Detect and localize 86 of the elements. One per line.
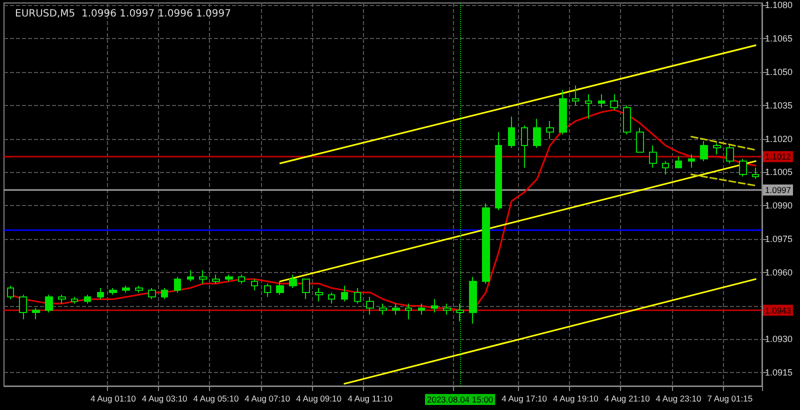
candlestick bbox=[726, 145, 734, 164]
y-tick-label: 1.1050 bbox=[765, 67, 793, 78]
y-tick-label: 1.0915 bbox=[765, 368, 793, 378]
candlestick bbox=[482, 202, 490, 284]
x-tick-label: 4 Aug 21:10 bbox=[604, 394, 650, 404]
candlestick bbox=[636, 127, 644, 153]
ref-line-label: 1.1012 bbox=[765, 152, 792, 162]
ref-line-label: 1.0943 bbox=[765, 305, 792, 316]
candlestick bbox=[688, 154, 695, 168]
candlestick bbox=[739, 158, 747, 178]
candlestick bbox=[84, 294, 91, 304]
y-tick-label: 1.0960 bbox=[765, 267, 793, 278]
x-tick-label: 4 Aug 01:10 bbox=[90, 394, 136, 404]
candlestick bbox=[148, 288, 156, 300]
candlestick bbox=[559, 89, 567, 135]
candlestick bbox=[752, 167, 759, 180]
candlestick bbox=[521, 124, 528, 168]
y-tick-label: 1.0930 bbox=[765, 334, 793, 344]
candlestick bbox=[431, 298, 438, 314]
x-tick-label: 2023.08.04 15:00 bbox=[426, 394, 494, 404]
candlestick bbox=[276, 280, 284, 296]
candlestick bbox=[315, 288, 323, 302]
candlestick bbox=[546, 120, 554, 140]
candlestick bbox=[675, 156, 682, 168]
x-tick-label: 4 Aug 17:10 bbox=[502, 394, 548, 404]
candlestick bbox=[598, 94, 605, 108]
candlestick bbox=[302, 278, 310, 300]
candlestick bbox=[328, 292, 335, 304]
candlestick bbox=[264, 283, 271, 298]
candlestick bbox=[405, 303, 412, 320]
ref-line-label: 1.0997 bbox=[765, 185, 792, 196]
candlestick bbox=[533, 118, 541, 148]
candlestick bbox=[251, 278, 258, 291]
candlestick bbox=[456, 303, 464, 322]
candlestick bbox=[58, 294, 66, 304]
candlestick bbox=[187, 270, 194, 282]
candlestick bbox=[443, 303, 451, 316]
candlestick bbox=[354, 288, 361, 304]
candlestick bbox=[572, 84, 579, 106]
candlestick bbox=[418, 303, 425, 316]
candlestick bbox=[495, 132, 502, 211]
candlestick bbox=[379, 303, 387, 316]
candlestick bbox=[700, 140, 708, 162]
x-tick-label: 4 Aug 03:10 bbox=[142, 394, 188, 404]
y-tick-label: 1.1020 bbox=[765, 134, 793, 144]
candlestick bbox=[174, 276, 181, 293]
y-tick-label: 1.0990 bbox=[765, 200, 793, 211]
candlestick bbox=[225, 274, 233, 282]
candlestick bbox=[71, 296, 78, 304]
y-tick-label: 1.1080 bbox=[765, 0, 793, 10]
x-tick-label: 4 Aug 07:10 bbox=[244, 394, 290, 404]
y-tick-label: 1.1035 bbox=[765, 100, 793, 110]
y-tick-label: 1.1005 bbox=[765, 167, 793, 178]
candlestick bbox=[135, 285, 143, 293]
candlestick bbox=[508, 116, 515, 148]
candlestick bbox=[238, 274, 245, 284]
x-tick-label: 4 Aug 05:10 bbox=[193, 394, 239, 404]
candlestick bbox=[45, 294, 53, 314]
candlestick bbox=[649, 145, 657, 168]
candlestick bbox=[7, 285, 14, 300]
candlestick bbox=[623, 104, 631, 135]
candlestick bbox=[341, 285, 348, 302]
candlestick bbox=[122, 285, 130, 293]
candlestick bbox=[32, 308, 40, 320]
candlestick bbox=[289, 274, 297, 289]
y-tick-label: 1.0975 bbox=[765, 234, 793, 244]
candlestick bbox=[713, 142, 721, 155]
candlestick bbox=[199, 270, 207, 284]
candlestick bbox=[19, 294, 27, 320]
candlestick bbox=[366, 296, 374, 316]
candlestick bbox=[97, 288, 104, 300]
x-tick-label: 4 Aug 19:10 bbox=[553, 394, 599, 404]
x-tick-label: 4 Aug 23:10 bbox=[656, 394, 702, 404]
x-tick-label: 4 Aug 11:10 bbox=[348, 394, 393, 404]
candlestick bbox=[662, 160, 669, 175]
candlestick bbox=[469, 276, 477, 324]
x-tick-label: 4 Aug 09:10 bbox=[296, 394, 342, 404]
candlestick bbox=[161, 288, 168, 300]
x-tick-label: 7 Aug 01:15 bbox=[707, 394, 753, 404]
candlestick bbox=[392, 303, 400, 316]
candlestick bbox=[610, 94, 618, 110]
candlestick bbox=[212, 274, 220, 284]
candlestick bbox=[585, 94, 592, 120]
text: EURUSD,M5 1.0996 1.0997 1.0996 1.0997 bbox=[15, 8, 231, 20]
y-tick-label: 1.1065 bbox=[765, 34, 793, 44]
candlestick bbox=[109, 288, 117, 296]
